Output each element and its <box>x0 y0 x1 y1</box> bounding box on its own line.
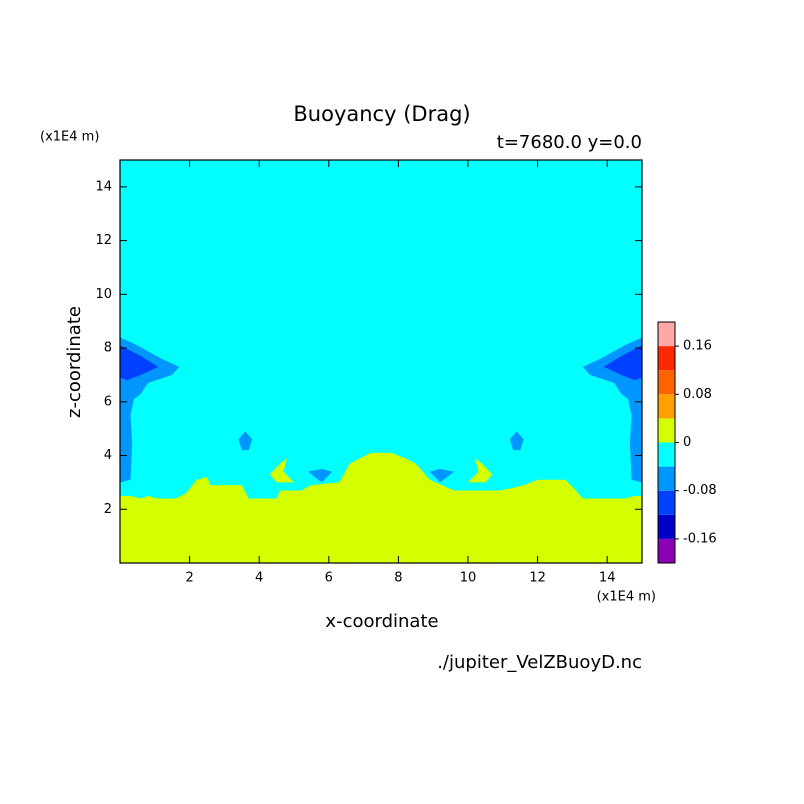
x-tick-label: 6 <box>325 571 333 586</box>
contour-region <box>603 345 642 381</box>
x-tick-label: 12 <box>529 571 546 586</box>
y-tick-label: 6 <box>104 394 112 409</box>
y-tick-label: 8 <box>104 341 112 356</box>
x-tick-label: 10 <box>460 571 477 586</box>
colorbar-tick-label: 0 <box>683 435 691 450</box>
y-tick-label: 2 <box>104 502 112 517</box>
plot-frame <box>119 159 643 564</box>
x-tick-label: 14 <box>599 571 616 586</box>
contour-region <box>120 345 159 381</box>
contour-region <box>468 458 493 483</box>
colorbar-band <box>658 538 675 563</box>
contour-region <box>307 468 333 483</box>
y-unit: (x1E4 m) <box>40 130 99 145</box>
colorbar-tick-label: 0.08 <box>683 387 712 402</box>
x-tick-label: 4 <box>255 571 263 586</box>
x-tick-label: 2 <box>185 571 193 586</box>
colorbar-band <box>658 442 675 467</box>
colorbar-band <box>658 466 675 491</box>
colorbar-band <box>658 322 675 347</box>
colorbar-band <box>658 514 675 539</box>
y-tick-label: 14 <box>95 179 112 194</box>
y-axis-label: z-coordinate <box>64 306 85 418</box>
colorbar-tick-label: -0.08 <box>683 483 717 498</box>
chart-title: Buoyancy (Drag) <box>293 102 470 126</box>
colorbar-band <box>658 346 675 371</box>
contour-region <box>509 431 524 451</box>
contour-region <box>120 160 642 563</box>
x-axis-label: x-coordinate <box>325 611 438 632</box>
source-file: ./jupiter_VelZBuoyD.nc <box>437 652 642 673</box>
colorbar-tick-label: 0.16 <box>683 339 712 354</box>
contour-region <box>269 458 294 483</box>
y-tick-label: 12 <box>95 233 112 248</box>
x-unit: (x1E4 m) <box>597 590 656 605</box>
contour-region <box>429 468 455 483</box>
colorbar-tick-label: -0.16 <box>683 531 717 546</box>
y-tick-label: 10 <box>95 287 112 302</box>
contour-region <box>120 452 642 563</box>
contour-region <box>238 431 253 451</box>
colorbar-band <box>658 490 675 515</box>
chart-subtitle: t=7680.0 y=0.0 <box>497 132 642 153</box>
colorbar-band <box>658 418 675 443</box>
colorbar-band <box>658 370 675 395</box>
y-tick-label: 4 <box>104 448 112 463</box>
colorbar-band <box>658 394 675 419</box>
x-tick-label: 8 <box>394 571 402 586</box>
